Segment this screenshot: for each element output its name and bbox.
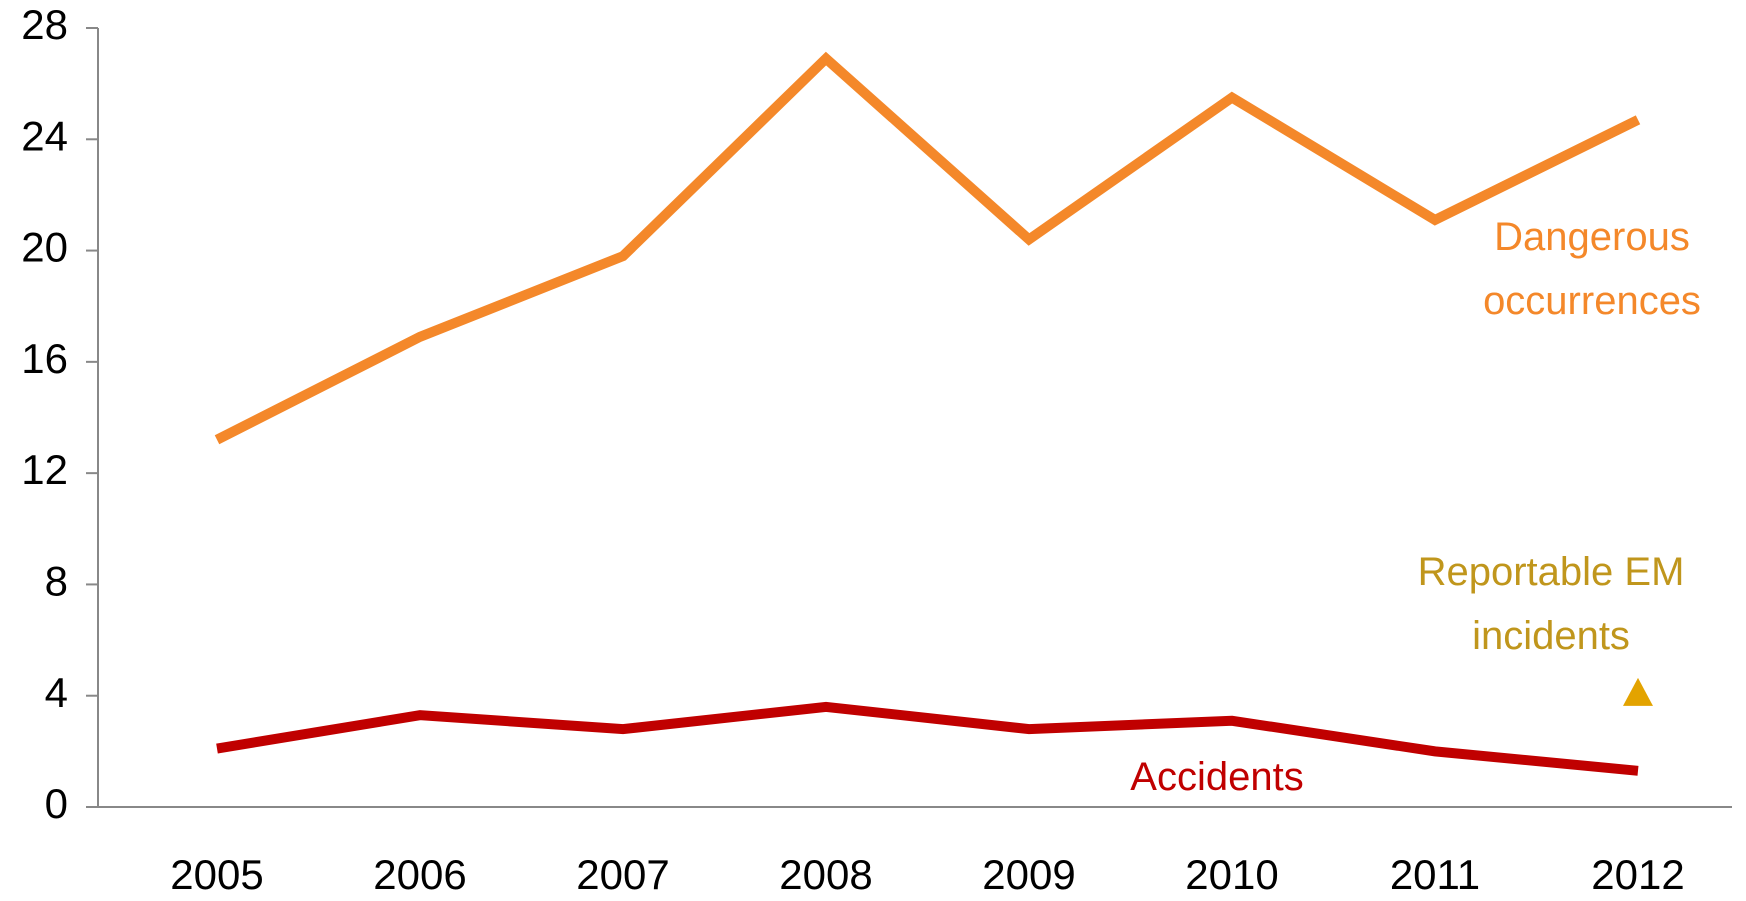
marker [1623, 677, 1653, 706]
y-tick-label: 0 [45, 780, 68, 827]
series-label: Accidents [1130, 755, 1304, 799]
x-tick-label: 2009 [982, 851, 1075, 898]
series-label: Dangerous occurrences [1483, 215, 1701, 323]
y-tick-label: 24 [21, 112, 68, 159]
y-tick-label: 16 [21, 335, 68, 382]
x-tick-label: 2006 [373, 851, 466, 898]
series-line [214, 51, 1641, 445]
y-tick-label: 20 [21, 224, 68, 271]
x-tick-label: 2008 [779, 851, 872, 898]
x-tick-label: 2007 [576, 851, 669, 898]
x-tick-label: 2005 [170, 851, 263, 898]
x-tick-label: 2011 [1390, 851, 1480, 898]
x-tick-label: 2010 [1185, 851, 1278, 898]
series-label: Reportable EM incidents [1417, 550, 1685, 658]
y-tick-label: 12 [21, 446, 68, 493]
y-tick-label: 8 [45, 558, 68, 605]
x-tick-label: 2012 [1591, 851, 1684, 898]
series-line [216, 701, 1639, 776]
y-tick-label: 28 [21, 1, 68, 48]
y-tick-label: 4 [45, 669, 68, 716]
